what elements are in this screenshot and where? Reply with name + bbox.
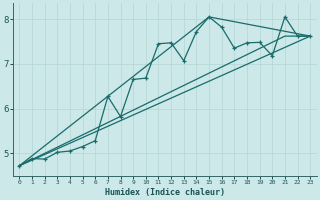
X-axis label: Humidex (Indice chaleur): Humidex (Indice chaleur) — [105, 188, 225, 197]
